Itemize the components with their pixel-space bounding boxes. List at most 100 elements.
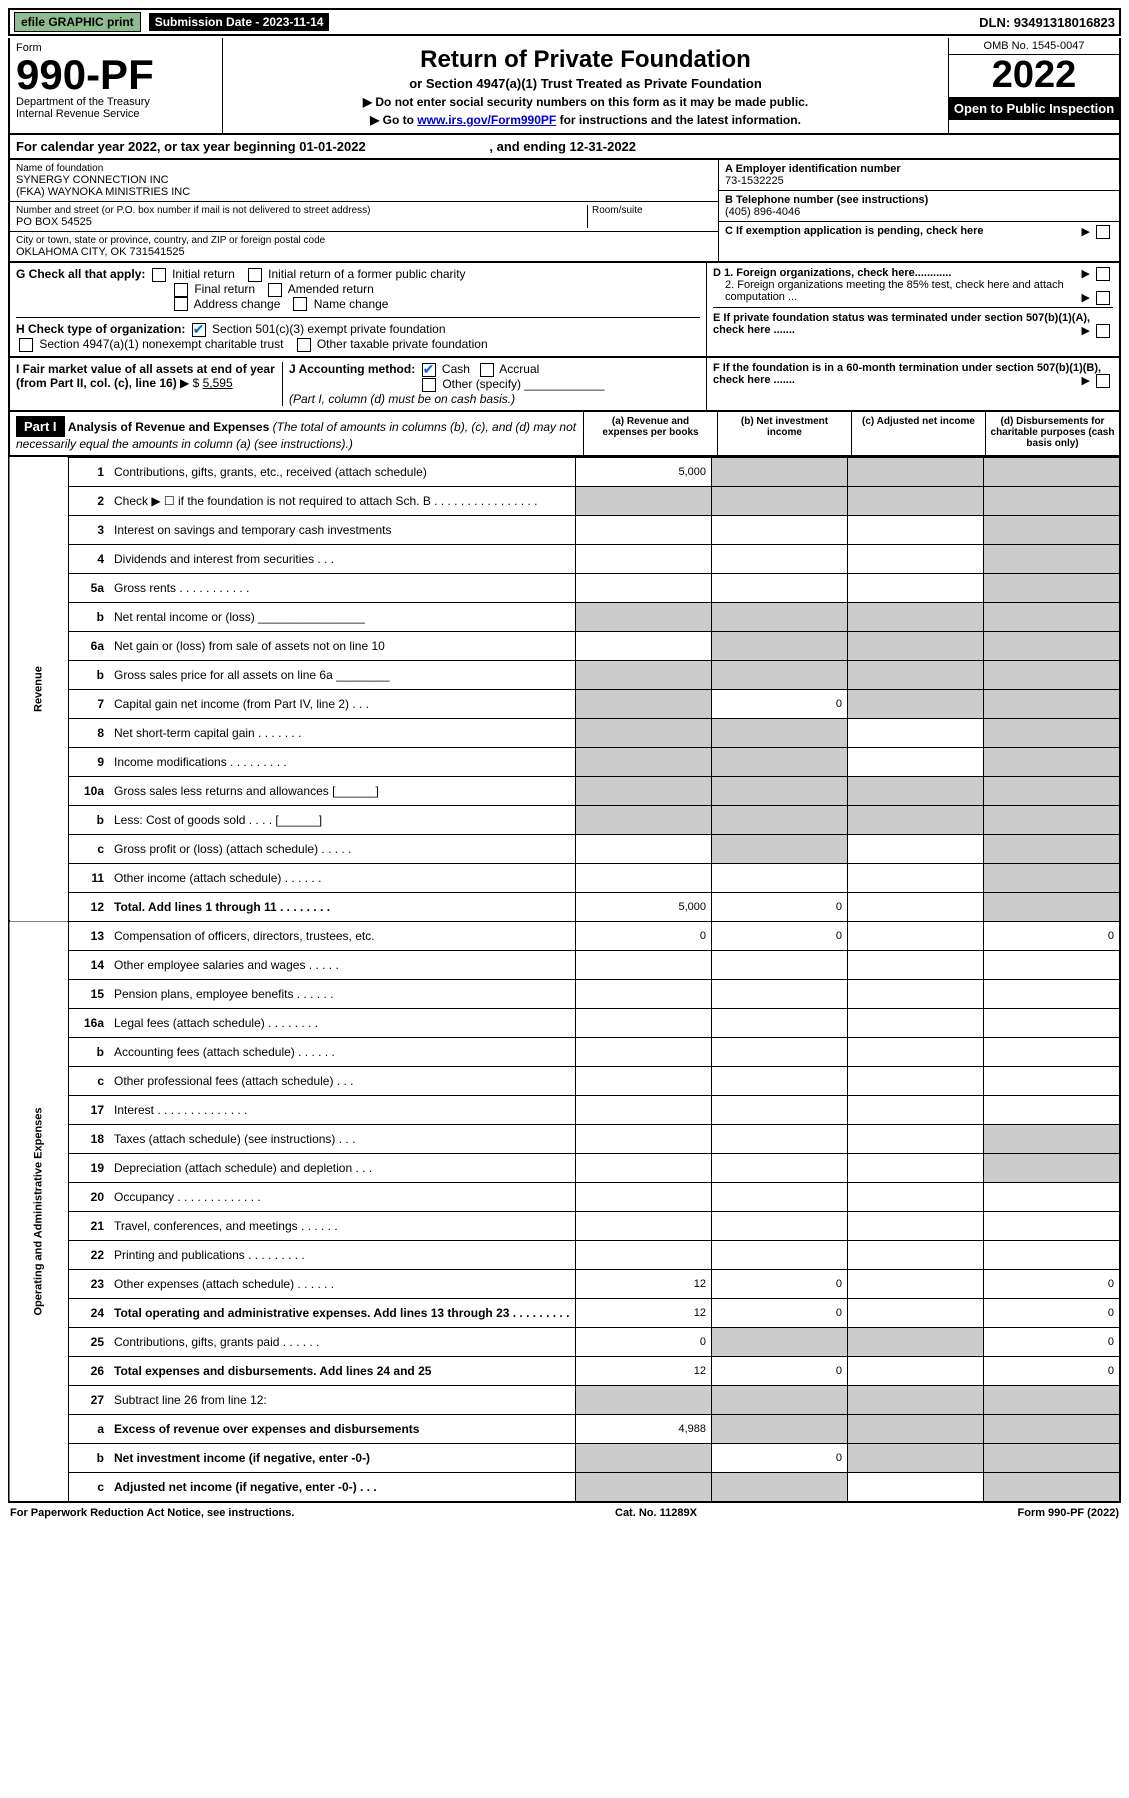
j-accrual-checkbox[interactable] [480,363,494,377]
h-501c3-checkbox[interactable] [192,323,206,337]
efile-print-button[interactable]: efile GRAPHIC print [14,12,141,32]
g-initial-former[interactable] [248,268,262,282]
line-col-d [984,1095,1121,1124]
h-4947-checkbox[interactable] [19,338,33,352]
line-col-d [984,950,1121,979]
city-label: City or town, state or province, country… [16,235,712,246]
line-col-c [848,515,984,544]
g-final-return[interactable] [174,283,188,297]
header-right: OMB No. 1545-0047 2022 Open to Public In… [948,38,1119,133]
line-desc: Contributions, gifts, grants, etc., rece… [109,457,576,486]
line-col-c [848,1443,984,1472]
line-col-b [712,1211,848,1240]
f-checkbox[interactable] [1096,374,1110,388]
line-number: 12 [69,892,110,921]
line-number: 21 [69,1211,110,1240]
line-col-a [576,747,712,776]
line-col-d [984,1385,1121,1414]
line-col-a: 0 [576,1327,712,1356]
line-col-c [848,544,984,573]
line-desc: Net gain or (loss) from sale of assets n… [109,631,576,660]
submission-date: Submission Date - 2023-11-14 [149,13,330,31]
c-checkbox[interactable] [1096,225,1110,239]
line-col-b [712,1008,848,1037]
line-col-b [712,1066,848,1095]
line-col-a [576,631,712,660]
line-col-b [712,1182,848,1211]
part1-header-row: Part I Analysis of Revenue and Expenses … [8,412,1121,457]
h-opt-3: Other taxable private foundation [317,337,488,351]
line-col-a [576,1240,712,1269]
line-row: 12Total. Add lines 1 through 11 . . . . … [9,892,1120,921]
omb-number: OMB No. 1545-0047 [949,38,1119,55]
line-number: 3 [69,515,110,544]
g-address-change[interactable] [174,297,188,311]
line-col-a [576,1037,712,1066]
part1-table: Revenue1Contributions, gifts, grants, et… [8,457,1121,1503]
line-col-d [984,863,1121,892]
addr-label: Number and street (or P.O. box number if… [16,205,587,216]
line-col-d [984,747,1121,776]
j-label: J Accounting method: [289,362,415,376]
g-amended[interactable] [268,283,282,297]
line-number: 15 [69,979,110,1008]
line-row: 17Interest . . . . . . . . . . . . . . [9,1095,1120,1124]
g-opt-0: Initial return [172,267,235,281]
line-col-c [848,747,984,776]
line-desc: Adjusted net income (if negative, enter … [109,1472,576,1502]
g-opt-4: Address change [194,297,281,311]
line-col-b: 0 [712,1298,848,1327]
line-col-b [712,573,848,602]
j-other-checkbox[interactable] [422,378,436,392]
line-col-d [984,1414,1121,1443]
d2-checkbox[interactable] [1096,291,1110,305]
line-row: 3Interest on savings and temporary cash … [9,515,1120,544]
line-col-a [576,573,712,602]
line-col-c [848,1472,984,1502]
line-col-b [712,486,848,515]
line-col-b [712,631,848,660]
line-number: b [69,1443,110,1472]
g-name-change[interactable] [293,297,307,311]
line-desc: Excess of revenue over expenses and disb… [109,1414,576,1443]
d1-checkbox[interactable] [1096,267,1110,281]
form-subtitle: or Section 4947(a)(1) Trust Treated as P… [233,76,938,91]
h-other-checkbox[interactable] [297,338,311,352]
line-col-d [984,979,1121,1008]
line-row: Operating and Administrative Expenses13C… [9,921,1120,950]
d1-label: D 1. Foreign organizations, check here..… [713,267,951,279]
line-col-b [712,1153,848,1182]
line-desc: Net rental income or (loss) ____________… [109,602,576,631]
line-row: aExcess of revenue over expenses and dis… [9,1414,1120,1443]
line-row: Revenue1Contributions, gifts, grants, et… [9,457,1120,486]
line-col-b [712,515,848,544]
line-row: 6aNet gain or (loss) from sale of assets… [9,631,1120,660]
line-col-b [712,544,848,573]
open-public-badge: Open to Public Inspection [949,97,1119,120]
line-col-b [712,950,848,979]
line-row: 11Other income (attach schedule) . . . .… [9,863,1120,892]
line-desc: Accounting fees (attach schedule) . . . … [109,1037,576,1066]
dept-treasury: Department of the Treasury [16,96,216,108]
line-desc: Other employee salaries and wages . . . … [109,950,576,979]
line-number: 22 [69,1240,110,1269]
g-initial-return[interactable] [152,268,166,282]
line-col-b: 0 [712,1443,848,1472]
line-row: 2Check ▶ ☐ if the foundation is not requ… [9,486,1120,515]
line-col-a [576,1211,712,1240]
line-row: 7Capital gain net income (from Part IV, … [9,689,1120,718]
footer-left: For Paperwork Reduction Act Notice, see … [10,1507,294,1519]
line-desc: Interest on savings and temporary cash i… [109,515,576,544]
e-checkbox[interactable] [1096,324,1110,338]
line-number: 6a [69,631,110,660]
line-number: 17 [69,1095,110,1124]
line-desc: Capital gain net income (from Part IV, l… [109,689,576,718]
line-col-d [984,776,1121,805]
line-col-d: 0 [984,921,1121,950]
line-desc: Net investment income (if negative, ente… [109,1443,576,1472]
irs-link[interactable]: www.irs.gov/Form990PF [417,113,556,127]
j-cash-checkbox[interactable] [422,363,436,377]
line-col-d: 0 [984,1298,1121,1327]
line-col-c [848,660,984,689]
g-opt-5: Name change [314,297,389,311]
